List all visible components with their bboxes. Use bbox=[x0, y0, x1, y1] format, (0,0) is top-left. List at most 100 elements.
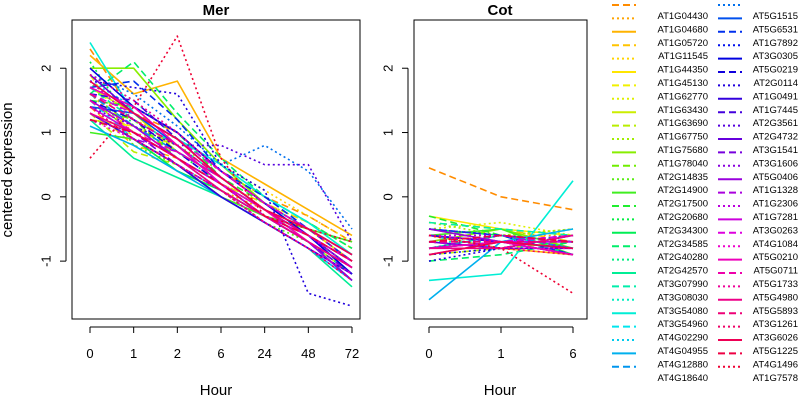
legend-label: AT1G1328 bbox=[753, 185, 798, 196]
cot-series-line-at1g04430 bbox=[428, 167, 574, 211]
legend-label: AT2G40280 bbox=[657, 252, 708, 263]
cot-y-tick-label: 1 bbox=[380, 129, 395, 136]
cot-panel: 0 1 6 -1 0 1 2 Cot Hour bbox=[380, 2, 588, 399]
legend-label: AT5G1733 bbox=[753, 279, 798, 290]
mer-title: Mer bbox=[203, 2, 230, 19]
legend-label: AT3G6026 bbox=[753, 333, 798, 344]
legend-label: AT3G1261 bbox=[753, 319, 798, 330]
legend-label: AT3G07990 bbox=[657, 279, 708, 290]
mer-series-line-at3g6026 bbox=[89, 106, 353, 282]
legend-label: AT1G62770 bbox=[657, 91, 708, 102]
legend-label: AT2G34585 bbox=[657, 239, 708, 250]
legend-label: AT5G6531 bbox=[753, 24, 798, 35]
cot-x-tick-label: 0 bbox=[425, 346, 432, 361]
legend-label: AT2G4732 bbox=[753, 132, 798, 143]
cot-series-line-at4g1496 bbox=[428, 234, 574, 243]
cot-y-ticks: -1 0 1 2 bbox=[380, 65, 409, 267]
legend-label: AT1G11545 bbox=[658, 51, 708, 62]
legend-label: AT5G0406 bbox=[753, 172, 798, 183]
legend-label: AT4G12880 bbox=[657, 359, 708, 370]
mer-y-tick-label: 1 bbox=[38, 129, 53, 136]
cot-series-line-at5g1225 bbox=[428, 241, 574, 256]
legend-label: AT5G1515 bbox=[753, 11, 798, 22]
cot-x-tick-label: 1 bbox=[497, 346, 504, 361]
cot-title: Cot bbox=[488, 2, 513, 19]
legend-label: AT4G1084 bbox=[753, 239, 798, 250]
legend-label: AT4G04955 bbox=[657, 346, 708, 357]
legend-label: AT5G1225 bbox=[753, 346, 798, 357]
mer-y-tick-label: 0 bbox=[38, 193, 53, 200]
legend-label: AT5G0219 bbox=[753, 65, 798, 76]
legend-label: AT2G14900 bbox=[657, 185, 708, 196]
cot-y-tick-label: -1 bbox=[380, 255, 395, 267]
legend-label: AT3G54960 bbox=[657, 319, 708, 330]
legend-label: AT3G1541 bbox=[753, 145, 798, 156]
legend-label: AT2G17500 bbox=[657, 199, 708, 210]
legend-label: AT5G0210 bbox=[753, 252, 798, 263]
legend-label: AT1G75680 bbox=[657, 145, 708, 156]
legend-label: AT1G63430 bbox=[657, 105, 708, 116]
legend-label: AT3G0305 bbox=[753, 51, 798, 62]
mer-x-tick-label: 0 bbox=[86, 346, 93, 361]
mer-series-lines bbox=[89, 35, 353, 307]
legend-label: AT2G14835 bbox=[657, 172, 708, 183]
legend-label: AT1G0491 bbox=[753, 91, 798, 102]
legend-label: AT5G5893 bbox=[753, 306, 798, 317]
mer-x-tick-label: 1 bbox=[130, 346, 137, 361]
cot-series-line-at1g75680 bbox=[428, 221, 574, 237]
legend-label: AT5G0711 bbox=[753, 266, 798, 277]
legend-label: AT3G1606 bbox=[753, 158, 798, 169]
mer-x-tick-label: 24 bbox=[257, 346, 271, 361]
mer-x-tick-label: 72 bbox=[345, 346, 359, 361]
cot-plot-frame bbox=[413, 19, 588, 320]
legend-label: AT1G63690 bbox=[657, 118, 708, 129]
legend-label: AT1G78040 bbox=[657, 158, 708, 169]
mer-series-line-at5g1225 bbox=[89, 80, 353, 256]
cot-series-line-at1g04680 bbox=[428, 228, 573, 237]
mer-y-tick-label: -1 bbox=[38, 255, 53, 267]
legend-label: AT2G20680 bbox=[657, 212, 708, 223]
legend-label: AT2G34300 bbox=[657, 225, 708, 236]
mer-y-tick-label: 2 bbox=[38, 65, 53, 72]
legend: AT1G04430 AT1G04680 AT1G05720 AT1G11545 AT1G… bbox=[612, 4, 798, 384]
legend-label: AT1G2306 bbox=[753, 199, 798, 210]
legend-label: AT4G1496 bbox=[753, 359, 798, 370]
legend-label: AT1G04680 bbox=[657, 24, 708, 35]
legend-label: AT3G54080 bbox=[657, 306, 708, 317]
legend-label: AT1G05720 bbox=[657, 38, 708, 49]
legend-label: AT1G7578 bbox=[753, 373, 798, 384]
mer-series-line-at2g4732 bbox=[89, 106, 353, 243]
legend-label: AT1G67750 bbox=[657, 132, 708, 143]
legend-label: AT5G4980 bbox=[753, 292, 798, 303]
cot-series-line-at3g54960 bbox=[428, 180, 574, 282]
legend-label: AT1G44350 bbox=[657, 65, 708, 76]
cot-x-ticks: 0 1 6 bbox=[425, 326, 577, 361]
mer-series-line-at4g1496 bbox=[89, 118, 353, 262]
legend-label: AT2G3561 bbox=[753, 118, 798, 129]
cot-series-line-at5g1515 bbox=[428, 234, 574, 243]
mer-x-ticks: 0 1 2 6 24 48 72 bbox=[86, 326, 359, 361]
cot-x-axis-label: Hour bbox=[484, 382, 517, 399]
legend-label: AT1G7892 bbox=[753, 38, 798, 49]
mer-x-tick-label: 48 bbox=[301, 346, 315, 361]
legend-label: AT4G02290 bbox=[657, 333, 708, 344]
legend-label: AT1G45130 bbox=[657, 78, 708, 89]
cot-series-line-at3g08030 bbox=[428, 221, 574, 237]
mer-plot-frame bbox=[71, 19, 361, 320]
mer-panel: 0 1 2 6 24 48 72 -1 0 1 2 Mer Hour centered expre… bbox=[0, 2, 361, 399]
cot-series-line-at3g6026 bbox=[428, 234, 574, 256]
legend-label: AT3G0263 bbox=[753, 225, 798, 236]
cot-series-lines bbox=[428, 167, 574, 301]
cot-series-line-at5g0210 bbox=[428, 234, 573, 250]
mer-series-line-at1g0491 bbox=[89, 80, 353, 307]
cot-x-tick-label: 6 bbox=[569, 346, 576, 361]
mer-x-tick-label: 6 bbox=[217, 346, 224, 361]
cot-series-line-at5g5893 bbox=[429, 234, 574, 250]
mer-x-axis-label: Hour bbox=[200, 382, 233, 399]
legend-label: AT2G0114 bbox=[753, 78, 798, 89]
mer-series-line-at5g4980 bbox=[89, 74, 353, 262]
legend-label: AT1G7281 bbox=[753, 212, 798, 223]
legend-label: AT2G42570 bbox=[657, 266, 708, 277]
